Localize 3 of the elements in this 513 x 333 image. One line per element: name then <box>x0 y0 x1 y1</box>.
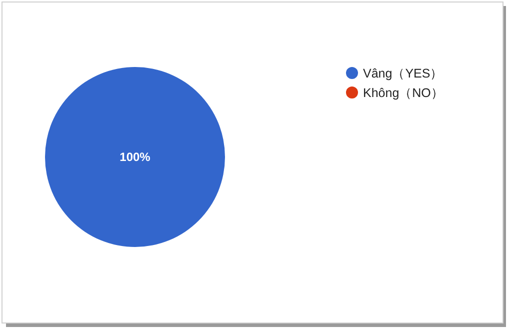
legend-label: Không（NO） <box>363 86 444 100</box>
data-label: 100% <box>120 150 151 164</box>
legend-label: Vâng（YES） <box>363 66 444 80</box>
